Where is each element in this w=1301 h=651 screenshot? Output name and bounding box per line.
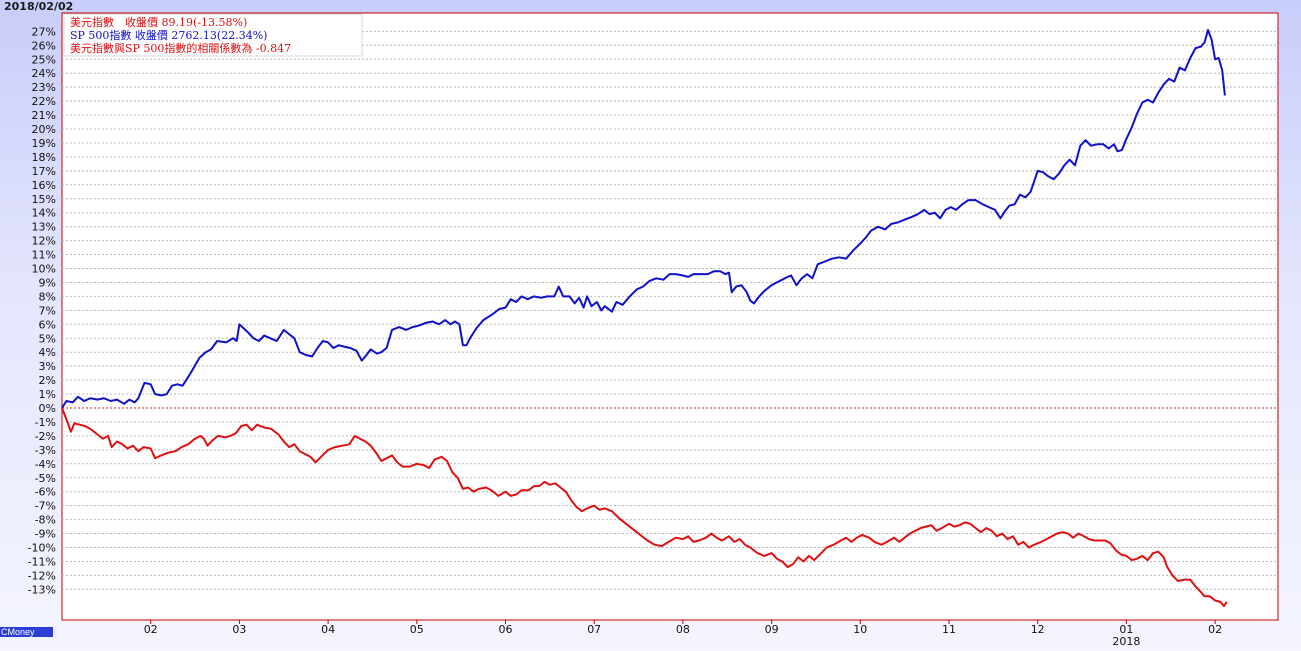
y-tick-label: 5% <box>39 332 56 345</box>
x-tick-label: 02 <box>1208 623 1222 636</box>
x-year-label: 2018 <box>1112 635 1140 648</box>
x-tick-label: 03 <box>232 623 246 636</box>
y-tick-label: -1% <box>35 416 56 429</box>
x-tick-label: 04 <box>321 623 335 636</box>
y-tick-label: 12% <box>32 235 56 248</box>
x-tick-label: 07 <box>587 623 601 636</box>
x-tick-label: 05 <box>410 623 424 636</box>
y-tick-label: 13% <box>32 221 56 234</box>
y-tick-label: -8% <box>35 514 56 527</box>
y-tick-label: 20% <box>32 123 56 136</box>
y-tick-label: 17% <box>32 165 56 178</box>
y-tick-label: 16% <box>32 179 56 192</box>
x-tick-label: 08 <box>676 623 690 636</box>
series-lines <box>61 29 1228 608</box>
legend-entry: 美元指數與SP 500指數的相關係數為 -0.847 <box>70 41 291 55</box>
y-tick-label: 4% <box>39 346 56 359</box>
x-tick-label: 01 <box>1119 623 1133 636</box>
legend-entry: SP 500指數 收盤價 2762.13(22.34%) <box>70 28 267 42</box>
y-tick-label: -13% <box>28 583 56 596</box>
y-tick-label: 7% <box>39 304 56 317</box>
x-tick-label: 10 <box>853 623 867 636</box>
series-line <box>61 407 1228 608</box>
y-tick-label: -6% <box>35 486 56 499</box>
y-tick-label: 6% <box>39 318 56 331</box>
y-tick-label: 19% <box>32 137 56 150</box>
y-tick-label: 10% <box>32 263 56 276</box>
y-tick-label: 8% <box>39 290 56 303</box>
y-tick-label: 2% <box>39 374 56 387</box>
y-tick-label: -3% <box>35 444 56 457</box>
y-axis-ticks: 27%26%25%24%23%22%21%20%19%18%17%16%15%1… <box>28 25 56 596</box>
y-tick-label: 15% <box>32 193 56 206</box>
y-tick-label: 14% <box>32 207 56 220</box>
brand-watermark: CMoney <box>0 627 53 637</box>
y-tick-label: 25% <box>32 53 56 66</box>
chart-date-header: 2018/02/02 <box>4 0 74 13</box>
y-tick-label: 0% <box>39 402 56 415</box>
legend-entry: 美元指數 收盤價 89.19(-13.58%) <box>70 15 247 29</box>
y-tick-label: -12% <box>28 569 56 582</box>
gridlines <box>62 30 1278 590</box>
y-tick-label: -5% <box>35 472 56 485</box>
x-axis-ticks: 02 03 04 05 06 07 08 09 10 11 12 01 02 2018 <box>144 620 1222 648</box>
x-tick-label: 09 <box>765 623 779 636</box>
y-tick-label: -11% <box>28 555 56 568</box>
y-tick-label: -4% <box>35 458 56 471</box>
y-tick-label: 3% <box>39 360 56 373</box>
y-tick-label: 22% <box>32 95 56 108</box>
x-tick-label: 02 <box>144 623 158 636</box>
y-tick-label: 9% <box>39 276 56 289</box>
y-tick-label: 11% <box>32 249 56 262</box>
y-tick-label: 21% <box>32 109 56 122</box>
y-tick-label: 18% <box>32 151 56 164</box>
x-tick-label: 12 <box>1031 623 1045 636</box>
series-line <box>61 29 1226 409</box>
y-tick-label: 26% <box>32 39 56 52</box>
y-tick-label: 27% <box>32 25 56 38</box>
x-tick-label: 06 <box>499 623 513 636</box>
y-tick-label: 24% <box>32 67 56 80</box>
legend-box <box>63 13 363 57</box>
legend: 美元指數 收盤價 89.19(-13.58%)SP 500指數 收盤價 2762… <box>63 13 363 57</box>
y-tick-label: -9% <box>35 528 56 541</box>
y-tick-label: -7% <box>35 500 56 513</box>
y-tick-label: 23% <box>32 81 56 94</box>
y-tick-label: -10% <box>28 542 56 555</box>
y-tick-label: 1% <box>39 388 56 401</box>
plot-area <box>61 12 1279 621</box>
y-tick-label: -2% <box>35 430 56 443</box>
x-tick-label: 11 <box>942 623 956 636</box>
